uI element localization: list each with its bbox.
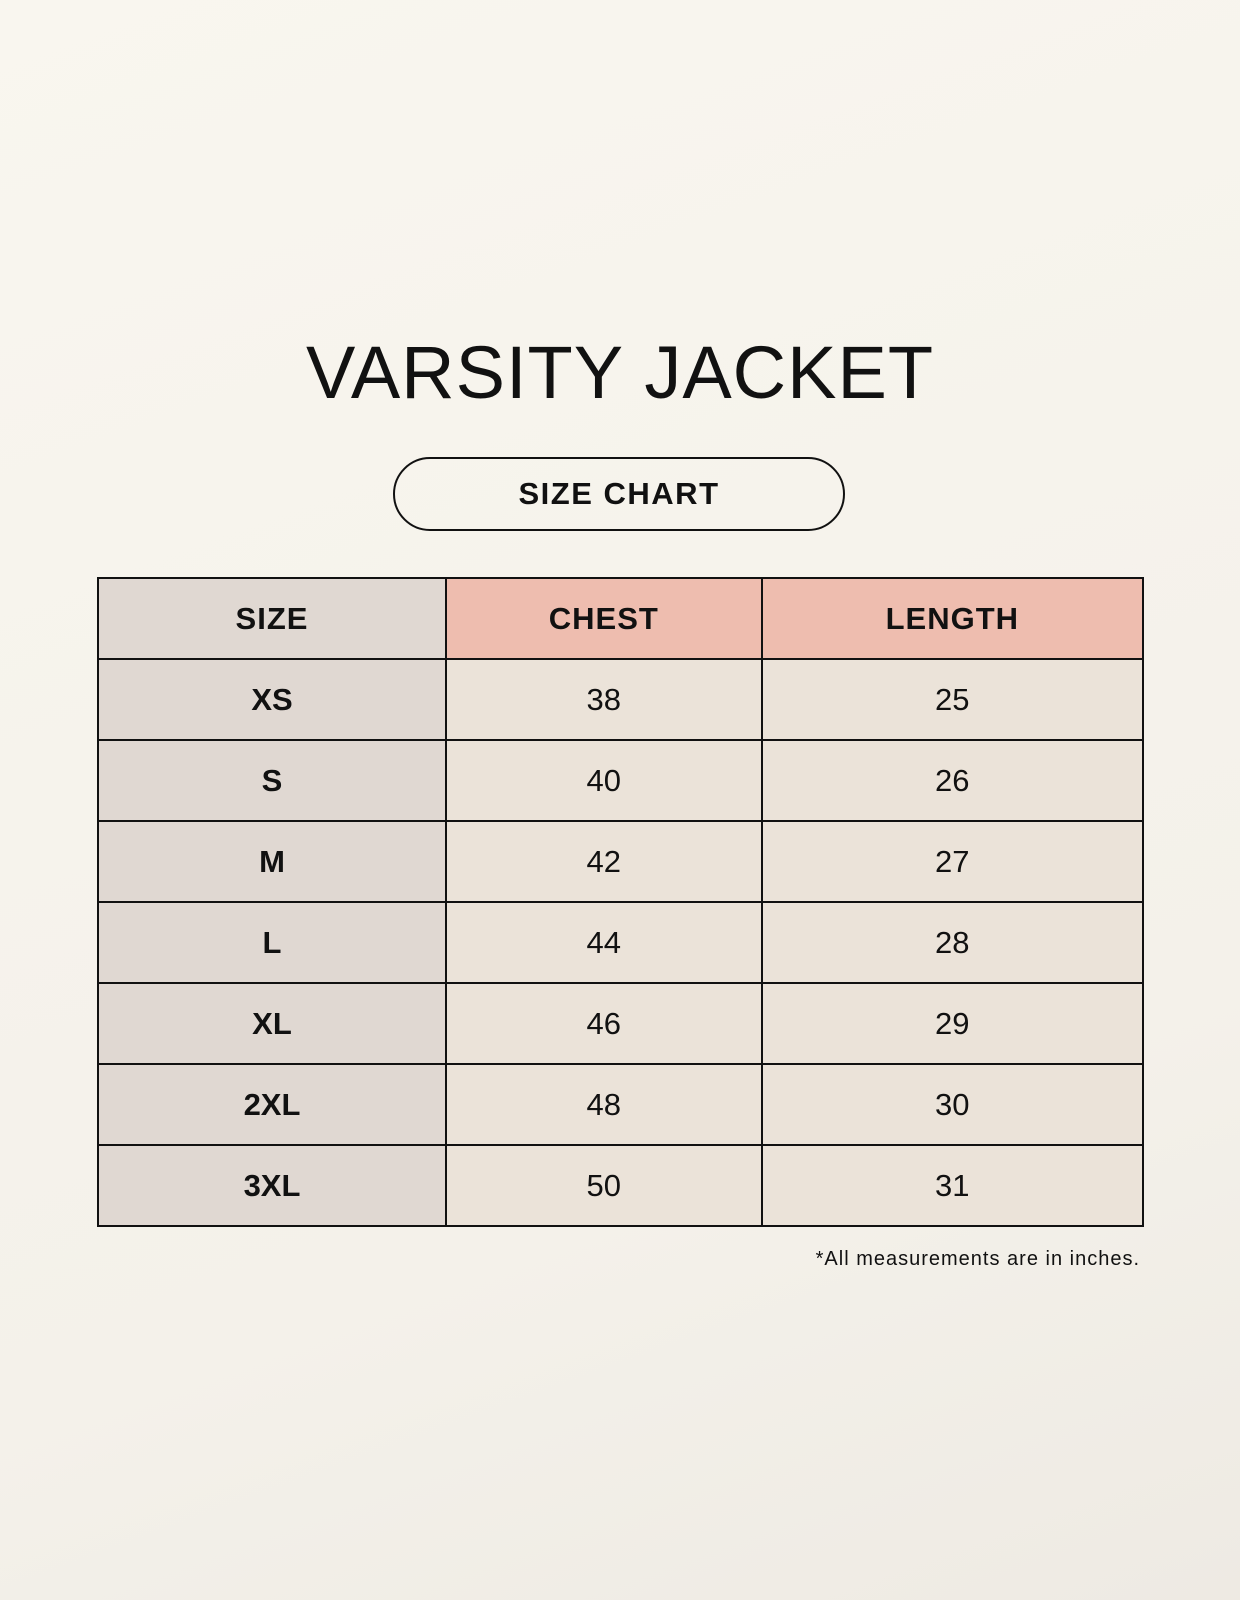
table-row: L 44 28: [97, 901, 1145, 984]
cell-size: L: [97, 901, 447, 984]
table-row: S 40 26: [97, 739, 1145, 822]
page-title: VARSITY JACKET: [305, 331, 935, 414]
cell-size: S: [97, 739, 447, 822]
cell-size: 2XL: [97, 1063, 447, 1146]
cell-length: 26: [760, 739, 1145, 822]
cell-chest: 46: [444, 982, 763, 1065]
table-row: 3XL 50 31: [97, 1144, 1145, 1227]
cell-size: M: [97, 820, 447, 903]
table-row: XL 46 29: [97, 982, 1145, 1065]
cell-size: XL: [97, 982, 447, 1065]
cell-chest: 40: [444, 739, 763, 822]
cell-chest: 38: [444, 658, 763, 741]
header-chest: CHEST: [444, 577, 763, 660]
cell-length: 31: [760, 1144, 1145, 1227]
cell-length: 27: [760, 820, 1145, 903]
size-chart-badge: SIZE CHART: [393, 457, 845, 531]
cell-chest: 48: [444, 1063, 763, 1146]
table-header-row: SIZE CHEST LENGTH: [97, 577, 1145, 660]
measurement-note: *All measurements are in inches.: [815, 1248, 1140, 1270]
cell-length: 29: [760, 982, 1145, 1065]
table-row: 2XL 48 30: [97, 1063, 1145, 1146]
header-length: LENGTH: [760, 577, 1145, 660]
table-row: M 42 27: [97, 820, 1145, 903]
table-row: XS 38 25: [97, 658, 1145, 741]
cell-size: XS: [97, 658, 447, 741]
header-size: SIZE: [97, 577, 447, 660]
cell-size: 3XL: [97, 1144, 447, 1227]
cell-length: 25: [760, 658, 1145, 741]
cell-length: 30: [760, 1063, 1145, 1146]
cell-chest: 44: [444, 901, 763, 984]
cell-chest: 50: [444, 1144, 763, 1227]
cell-length: 28: [760, 901, 1145, 984]
size-table: SIZE CHEST LENGTH XS 38 25 S 40 26 M 42 27 L 44 28 X…: [97, 577, 1145, 1227]
cell-chest: 42: [444, 820, 763, 903]
